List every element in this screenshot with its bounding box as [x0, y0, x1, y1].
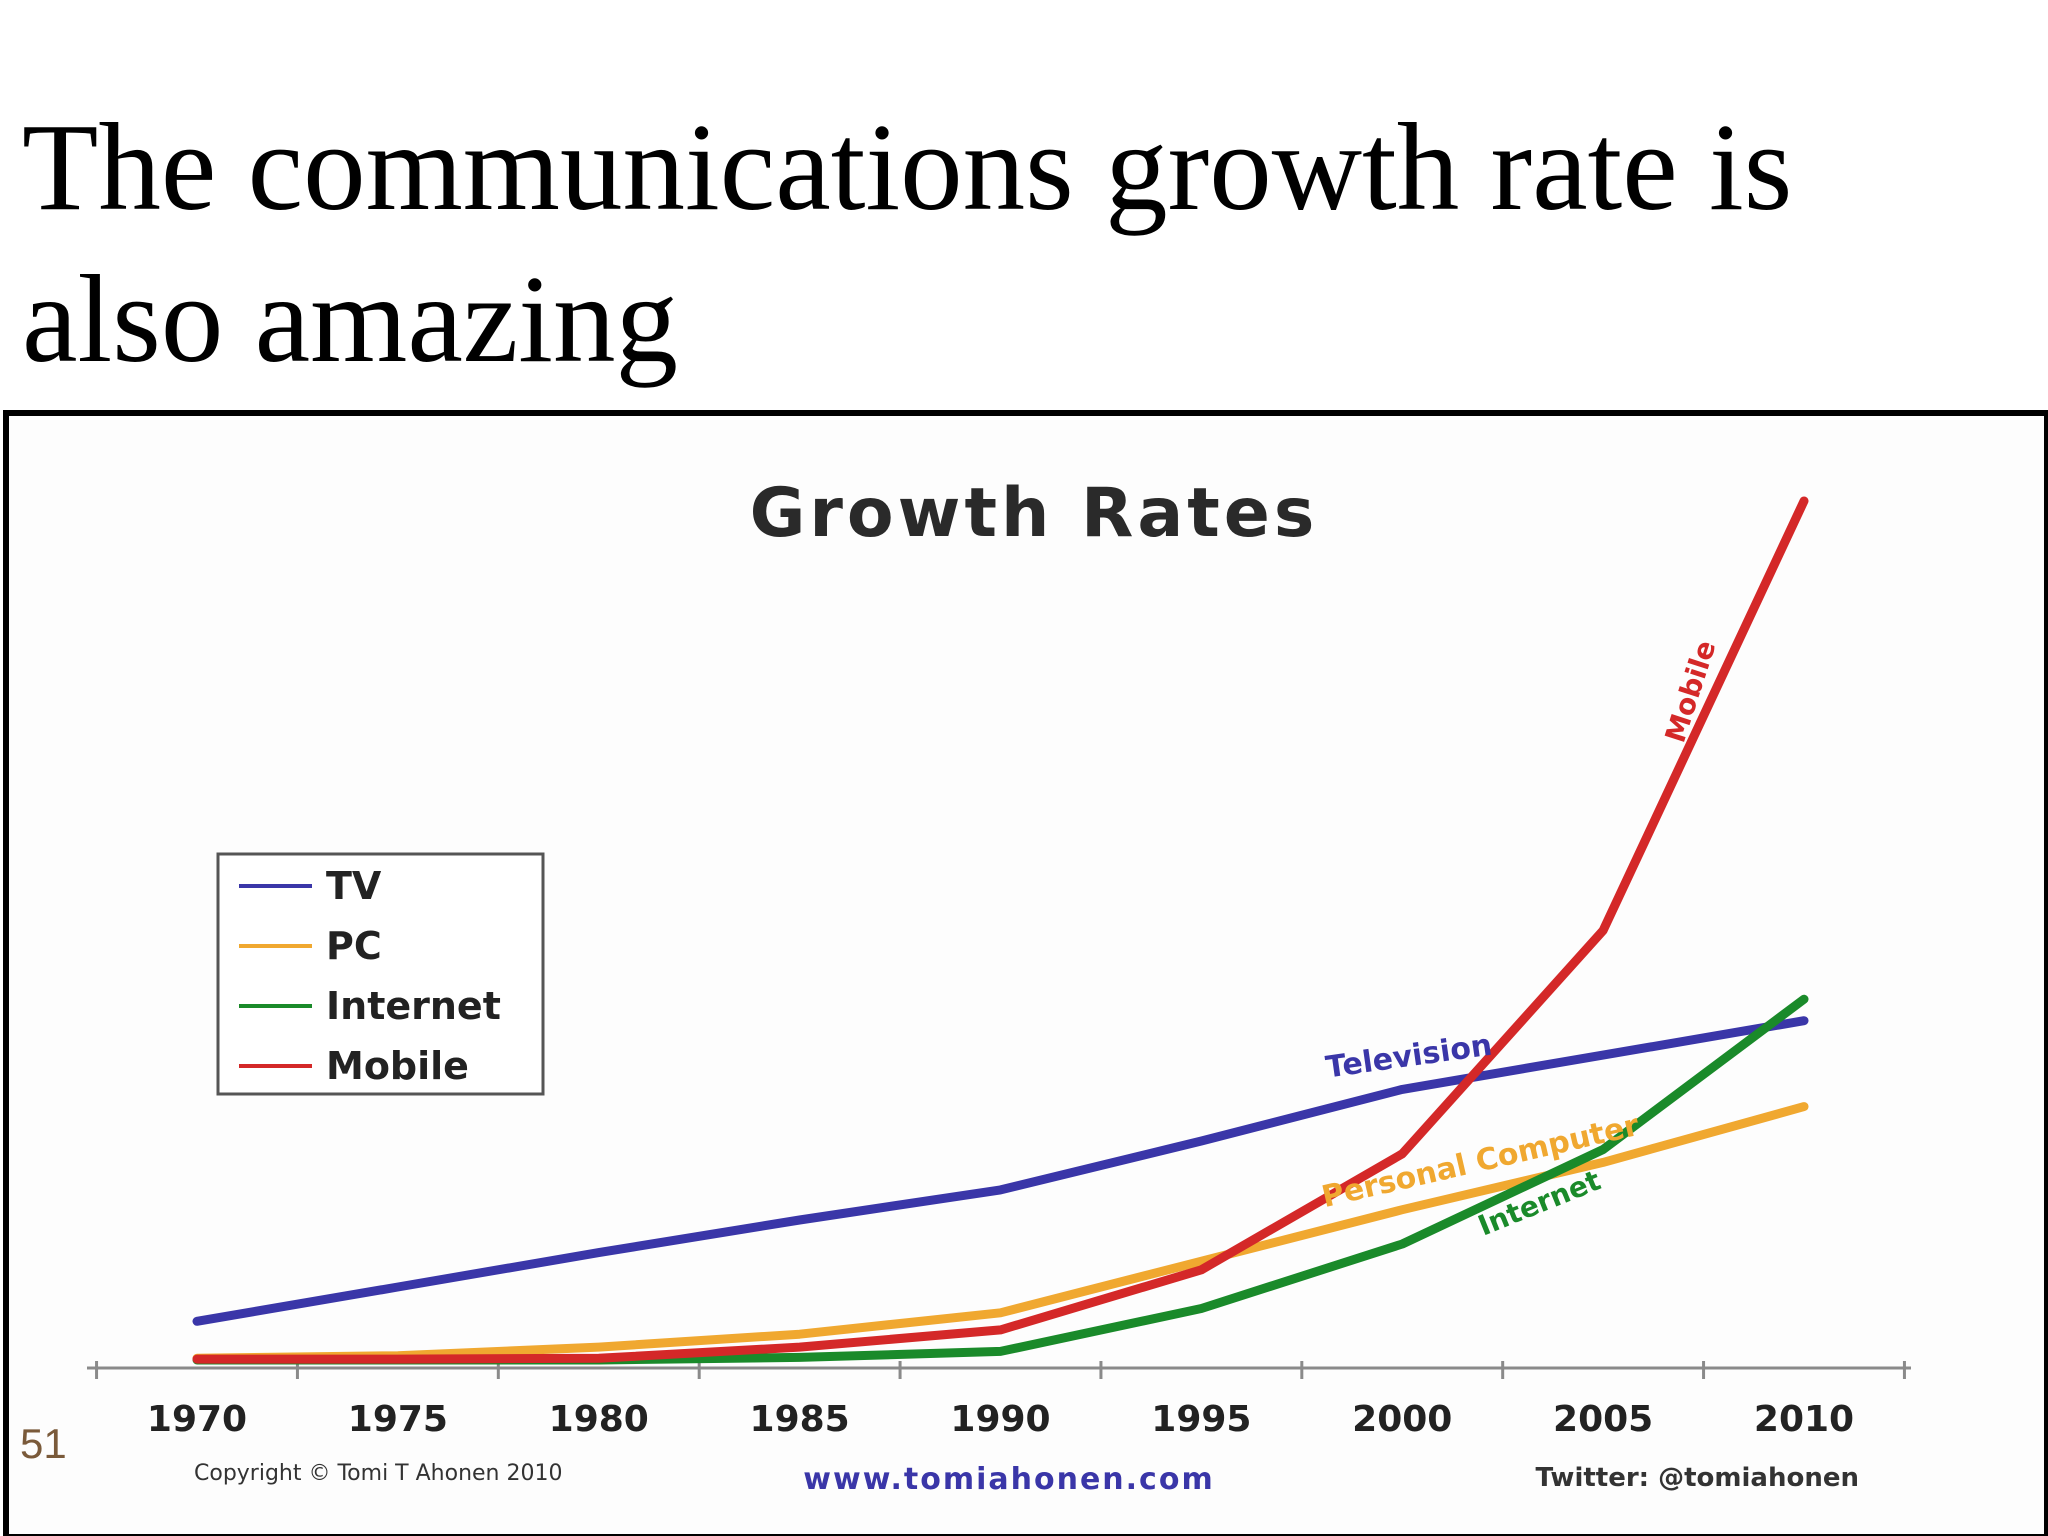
- growth-rates-chart: Growth Rates 1970 1975 1980 1985 1990 1995 200…: [87, 474, 1911, 1497]
- legend-label-tv: TV: [326, 864, 382, 908]
- slide-title: The communications growth rate is also a…: [22, 99, 1793, 389]
- x-tick-label: 1980: [549, 1399, 649, 1440]
- series-line-tv: [192, 1016, 1809, 1326]
- x-tick-label: 1995: [1151, 1399, 1251, 1440]
- x-tick-label: 1970: [147, 1399, 247, 1440]
- website-text: www.tomiahonen.com: [803, 1462, 1214, 1497]
- x-tick-label: 2000: [1352, 1399, 1452, 1440]
- x-tick-label: 2005: [1553, 1399, 1653, 1440]
- legend-label-pc: PC: [326, 924, 382, 968]
- legend-box: [216, 852, 545, 1096]
- legend-label-mobile: Mobile: [326, 1044, 469, 1088]
- chart-title: Growth Rates: [750, 474, 1319, 553]
- x-tick-label: 1985: [750, 1399, 850, 1440]
- x-tick-label: 1975: [348, 1399, 448, 1440]
- legend-label-internet: Internet: [326, 984, 501, 1028]
- x-tick-label: 1990: [950, 1399, 1050, 1440]
- legend: TV PC Internet Mobile: [216, 852, 545, 1096]
- chart-frame: Growth Rates 1970 1975 1980 1985 1990 1995 200…: [3, 410, 2048, 1536]
- page-number: 51: [20, 1420, 67, 1467]
- twitter-text: Twitter: @tomiahonen: [1536, 1463, 1859, 1493]
- copyright-text: Copyright © Tomi T Ahonen 2010: [194, 1461, 562, 1486]
- series-line-mobile: [192, 496, 1809, 1364]
- x-tick-label: 2010: [1754, 1399, 1854, 1440]
